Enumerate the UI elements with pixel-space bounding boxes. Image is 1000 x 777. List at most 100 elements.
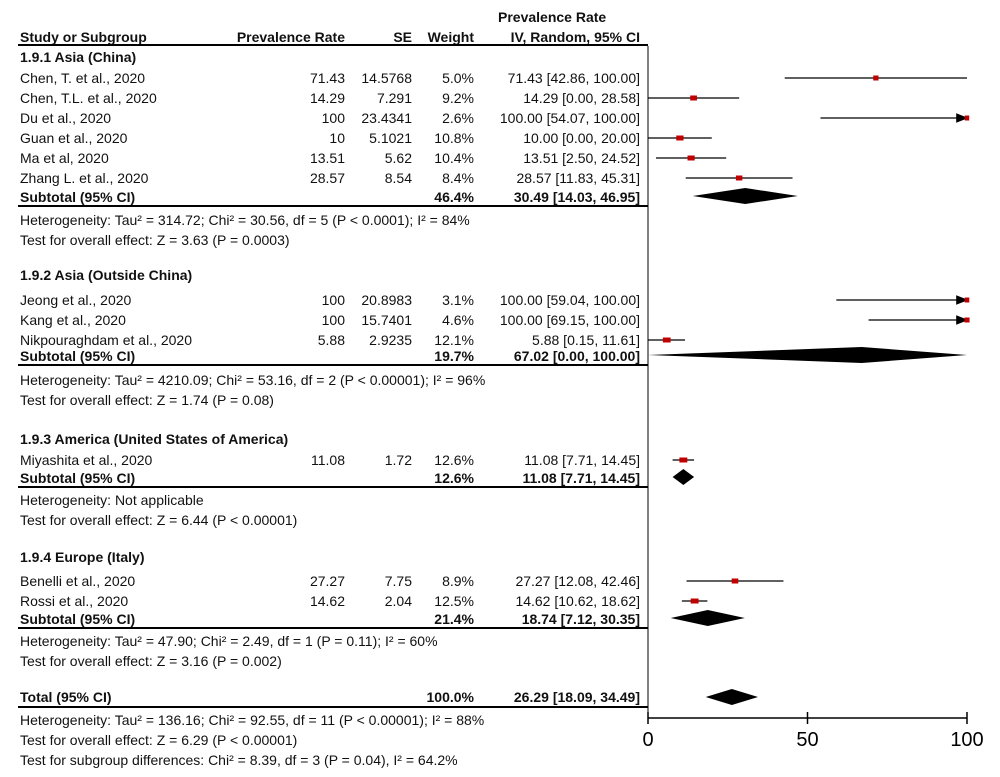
study-marker <box>735 175 743 181</box>
study-ci: 14.62 [10.62, 18.62] <box>515 593 640 609</box>
study-se: 2.9235 <box>369 332 412 348</box>
study-ci: 14.29 [0.00, 28.58] <box>523 90 640 106</box>
study-name: Nikpouraghdam et al., 2020 <box>20 332 192 348</box>
study-weight: 12.1% <box>434 332 474 348</box>
study-marker <box>731 578 739 584</box>
subtotal-weight: 21.4% <box>434 611 474 627</box>
overall-effect-text: Test for overall effect: Z = 1.74 (P = 0… <box>20 392 274 408</box>
x-tick-label: 100 <box>950 729 983 751</box>
study-name: Jeong et al., 2020 <box>20 292 132 308</box>
subtotal-weight: 19.7% <box>434 348 474 364</box>
study-se: 5.62 <box>384 150 412 166</box>
x-tick-label: 50 <box>796 729 818 751</box>
subgroup-title: 1.9.4 Europe (Italy) <box>20 549 145 565</box>
study-weight: 4.6% <box>442 312 474 328</box>
heterogeneity-text: Heterogeneity: Tau² = 47.90; Chi² = 2.49… <box>20 633 438 649</box>
subtotal-diamond <box>648 347 967 363</box>
study-marker <box>676 135 684 141</box>
total-rule <box>18 706 648 708</box>
study-rate: 27.27 <box>309 573 345 589</box>
subtotal-diamond <box>670 610 745 626</box>
study-weight: 10.4% <box>434 150 474 166</box>
subtotal-weight: 46.4% <box>434 189 474 205</box>
study-name: Miyashita et al., 2020 <box>20 452 153 468</box>
study-rate: 10 <box>329 130 345 146</box>
study-weight: 2.6% <box>442 110 474 126</box>
study-marker <box>690 95 697 101</box>
study-weight: 3.1% <box>442 292 474 308</box>
subgroup-title: 1.9.3 America (United States of America) <box>20 431 289 447</box>
study-rate: 14.29 <box>309 90 345 106</box>
total-weight: 100.0% <box>426 689 474 705</box>
study-se: 15.7401 <box>361 312 412 328</box>
study-marker <box>964 115 970 121</box>
study-name: Chen, T.L. et al., 2020 <box>20 90 157 106</box>
subtotal-ci: 67.02 [0.00, 100.00] <box>513 348 640 364</box>
study-marker <box>873 75 879 81</box>
total-heterogeneity: Heterogeneity: Tau² = 136.16; Chi² = 92.… <box>20 712 485 728</box>
subtotal-rule <box>18 205 648 207</box>
study-ci: 28.57 [11.83, 45.31] <box>516 170 640 186</box>
study-name: Du et al., 2020 <box>20 110 112 126</box>
x-tick-label: 0 <box>642 729 653 751</box>
subtotal-weight: 12.6% <box>434 470 474 486</box>
header-ci-top: Prevalence Rate <box>498 9 607 25</box>
study-weight: 8.4% <box>442 170 474 186</box>
subtotal-diamond <box>692 188 798 204</box>
study-se: 2.04 <box>384 593 412 609</box>
study-weight: 12.5% <box>434 593 474 609</box>
study-rate: 14.62 <box>309 593 345 609</box>
study-marker <box>662 337 671 343</box>
forest-table: Prevalence Rate Study or Subgroup Prevalen… <box>18 9 648 768</box>
header-ci-bottom: IV, Random, 95% CI <box>510 29 640 45</box>
study-rate: 100 <box>321 110 345 126</box>
study-rate: 5.88 <box>317 332 345 348</box>
subgroup-title: 1.9.1 Asia (China) <box>20 49 137 65</box>
study-ci: 100.00 [59.04, 100.00] <box>499 292 640 308</box>
study-name: Guan et al., 2020 <box>20 130 128 146</box>
subtotal-label: Subtotal (95% CI) <box>20 611 136 627</box>
header-se: SE <box>393 29 412 45</box>
study-se: 7.75 <box>384 573 412 589</box>
study-ci: 13.51 [2.50, 24.52] <box>523 150 640 166</box>
study-ci: 27.27 [12.08, 42.46] <box>515 573 640 589</box>
study-rate: 100 <box>321 292 345 308</box>
overall-effect-text: Test for overall effect: Z = 3.16 (P = 0… <box>20 653 282 669</box>
study-se: 20.8983 <box>361 292 412 308</box>
heterogeneity-text: Heterogeneity: Tau² = 314.72; Chi² = 30.… <box>20 212 470 228</box>
heterogeneity-text: Heterogeneity: Not applicable <box>20 492 204 508</box>
overall-diamond <box>705 689 759 705</box>
study-name: Ma et al, 2020 <box>20 150 109 166</box>
header-study: Study or Subgroup <box>20 29 147 45</box>
study-rate: 100 <box>321 312 345 328</box>
header-rule <box>18 44 648 46</box>
header-rate: Prevalence Rate <box>236 29 345 45</box>
study-weight: 8.9% <box>442 573 474 589</box>
study-name: Chen, T. et al., 2020 <box>20 70 146 86</box>
subtotal-ci: 30.49 [14.03, 46.95] <box>513 189 640 205</box>
study-weight: 9.2% <box>442 90 474 106</box>
subgroup-title: 1.9.2 Asia (Outside China) <box>20 267 193 283</box>
study-se: 8.54 <box>384 170 412 186</box>
total-ci: 26.29 [18.09, 34.49] <box>513 689 640 705</box>
study-se: 1.72 <box>384 452 412 468</box>
study-marker <box>964 297 970 303</box>
study-rate: 13.51 <box>309 150 345 166</box>
study-ci: 5.88 [0.15, 11.61] <box>532 332 640 348</box>
study-name: Rossi et al., 2020 <box>20 593 129 609</box>
subtotal-label: Subtotal (95% CI) <box>20 470 136 486</box>
study-rate: 11.08 <box>311 452 345 468</box>
study-marker <box>687 155 695 161</box>
study-name: Zhang L. et al., 2020 <box>20 170 149 186</box>
overall-effect-text: Test for overall effect: Z = 6.44 (P < 0… <box>20 512 298 528</box>
subtotal-rule <box>18 364 648 366</box>
subtotal-rule <box>18 486 648 488</box>
subtotal-rule <box>18 627 648 629</box>
study-marker <box>964 317 970 323</box>
study-ci: 71.43 [42.86, 100.00] <box>507 70 640 86</box>
study-weight: 5.0% <box>442 70 474 86</box>
total-overall: Test for overall effect: Z = 6.29 (P < 0… <box>20 732 298 748</box>
study-name: Benelli et al., 2020 <box>20 573 136 589</box>
study-rate: 71.43 <box>309 70 345 86</box>
